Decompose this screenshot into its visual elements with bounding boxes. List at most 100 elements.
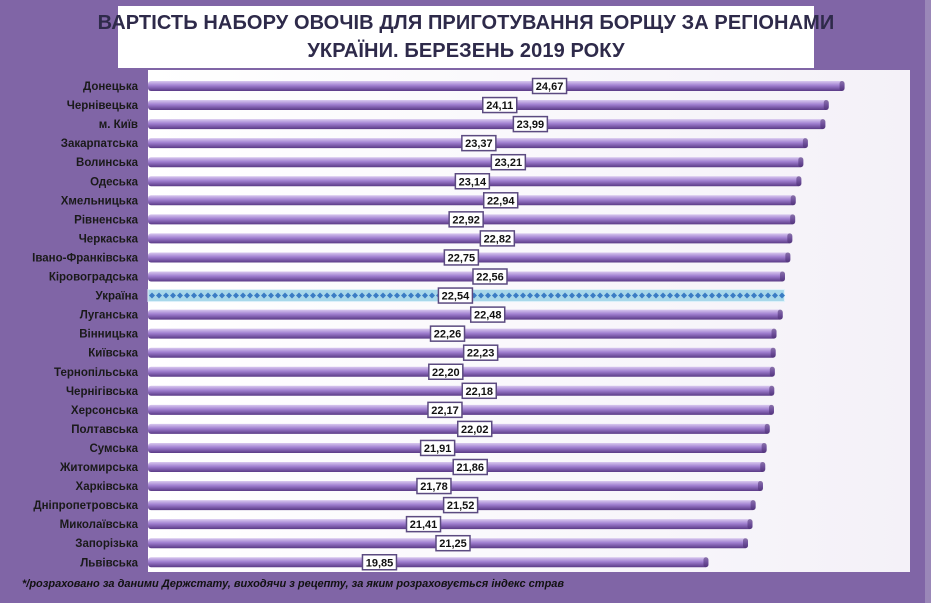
category-label-полтавська: Полтавська (71, 424, 138, 436)
value-label-box-україна (437, 287, 474, 304)
chart-title-line-2: УКРАЇНИ. БЕРЕЗЕНЬ 2019 РОКУ (307, 40, 625, 62)
value-label-луганська: 22,48 (474, 310, 502, 322)
value-label-закарпатська: 23,37 (465, 138, 493, 150)
category-label-запорізька: Запорізька (75, 538, 138, 550)
category-label-херсонська: Херсонська (71, 405, 139, 417)
value-label-box-дніпропетровська (442, 496, 479, 514)
bar-cap-івано-франківська (785, 252, 791, 263)
value-label-миколаївська: 21,41 (410, 519, 438, 531)
bar-cap-черкаська (787, 233, 793, 244)
value-label-житомирська: 21,86 (456, 462, 484, 474)
category-label-дніпропетровська: Дніпропетровська (33, 500, 138, 512)
bar-cap-сумська (761, 442, 767, 453)
bar-львівська (148, 557, 709, 568)
value-label-box-черкаська (479, 230, 516, 247)
chart-title-line-1: ВАРТІСТЬ НАБОРУ ОВОЧІВ ДЛЯ ПРИГОТУВАННЯ … (97, 12, 835, 34)
bar-харківська (148, 481, 763, 492)
bar-cap-житомирська (760, 462, 766, 472)
value-label-box-закарпатська (461, 134, 497, 152)
bar-cap-волинська (798, 157, 804, 168)
value-label-box-харківська (416, 477, 452, 495)
value-label-box-волинська (490, 153, 527, 171)
category-label-харківська: Харківська (76, 481, 139, 493)
value-label-донецька: 24,67 (536, 81, 564, 93)
bar-cap-донецька (839, 81, 845, 91)
value-label-київська: 22,23 (467, 348, 495, 360)
bars-layer: Донецька 24,67 Чернівецька 24,11 м. Київ 23,9… (32, 77, 845, 571)
bar-cap-закарпатська (802, 138, 808, 149)
bar-хмельницька (148, 195, 796, 206)
category-label-україна: Україна (96, 291, 139, 303)
bar-cap-полтавська (764, 423, 770, 434)
value-label-кіровоградська: 22,56 (476, 272, 504, 284)
bar-cap-харківська (757, 481, 763, 492)
bar-cap-рівненська (790, 214, 796, 225)
value-label-одеська: 23,14 (459, 176, 487, 188)
category-label-одеська: Одеська (90, 176, 138, 188)
category-label-миколаївська: Миколаївська (60, 519, 139, 531)
category-label-чернівецька: Чернівецька (67, 100, 139, 112)
value-label-сумська: 21,91 (424, 443, 452, 455)
bar-cap-чернівецька (823, 100, 829, 111)
value-label-тернопільська: 22,20 (432, 367, 460, 379)
bar-cap-хмельницька (790, 195, 796, 206)
value-label-полтавська: 22,02 (461, 424, 489, 436)
value-label-box-рівненська (448, 211, 484, 228)
category-label-тернопільська: Тернопільська (54, 367, 139, 379)
value-label-рівненська: 22,92 (452, 214, 480, 226)
value-label-box-хмельницька (482, 192, 519, 209)
bar-cap-херсонська (768, 404, 774, 415)
value-label-box-донецька (531, 77, 568, 95)
value-label-box-одеська (454, 173, 491, 190)
category-label-м-київ: м. Київ (99, 119, 138, 131)
bar-cap-вінницька (771, 328, 777, 339)
category-label-закарпатська: Закарпатська (61, 138, 139, 150)
bar-київська (148, 347, 776, 358)
bar-сумська (148, 442, 767, 453)
value-label-box-м-київ (512, 115, 549, 133)
bar-луганська (148, 309, 783, 320)
bar-черкаська (148, 233, 793, 244)
category-label-івано-франківська: Івано-Франківська (32, 252, 138, 264)
bar-cap-тернопільська (769, 366, 775, 377)
category-label-львівська: Львівська (80, 557, 138, 569)
value-label-box-миколаївська (405, 515, 442, 533)
value-label-україна: 22,54 (442, 291, 470, 303)
bar-кіровоградська (148, 271, 785, 282)
bar-cap-миколаївська (747, 519, 753, 530)
value-label-чернівецька: 24,11 (486, 100, 513, 112)
value-label-box-житомирська (452, 458, 488, 476)
chart-title-box: ВАРТІСТЬ НАБОРУ ОВОЧІВ ДЛЯ ПРИГОТУВАННЯ … (98, 6, 834, 68)
value-label-box-херсонська (427, 401, 463, 419)
category-label-луганська: Луганська (80, 310, 139, 322)
value-label-чернігівська: 22,18 (465, 386, 493, 398)
category-label-волинська: Волинська (76, 157, 139, 169)
value-label-box-сумська (419, 439, 456, 457)
value-label-box-чернівецька (482, 96, 518, 114)
category-label-житомирська: Житомирська (59, 462, 139, 474)
category-label-кіровоградська: Кіровоградська (49, 272, 139, 284)
category-label-київська: Київська (88, 348, 138, 360)
category-label-сумська: Сумська (89, 443, 138, 455)
bar-cap-київська (770, 347, 776, 358)
category-label-чернігівська: Чернігівська (66, 386, 139, 398)
category-label-донецька: Донецька (83, 81, 139, 93)
footnote: */розраховано за даними Держстату, виход… (22, 578, 565, 590)
bar-миколаївська (148, 519, 753, 530)
bar-cap-запорізька (743, 538, 748, 549)
value-label-львівська: 19,85 (366, 557, 394, 569)
value-label-черкаська: 22,82 (484, 233, 512, 245)
value-label-box-чернігівська (461, 382, 498, 400)
value-label-box-вінницька (429, 325, 466, 342)
value-label-м-київ: 23,99 (517, 119, 545, 131)
value-label-харківська: 21,78 (420, 481, 448, 493)
category-label-вінницька: Вінницька (79, 329, 138, 341)
bar-чернігівська (148, 385, 775, 396)
value-label-box-луганська (469, 306, 506, 323)
value-label-box-івано-франківська (443, 249, 480, 266)
bar-cap-чернігівська (769, 385, 775, 396)
value-label-волинська: 23,21 (495, 157, 523, 169)
value-label-хмельницька: 22,94 (487, 195, 515, 207)
category-label-хмельницька: Хмельницька (61, 195, 139, 207)
